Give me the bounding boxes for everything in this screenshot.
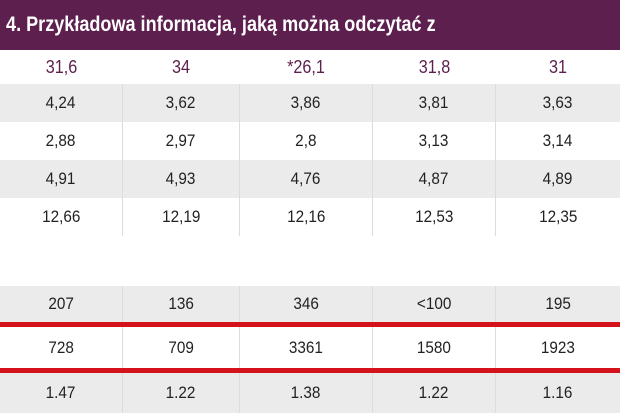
- table-cell: 195: [545, 294, 571, 313]
- table-cell: 3,62: [123, 84, 240, 122]
- table-cell: 12,19: [123, 198, 240, 236]
- table-cell: 2,8: [240, 122, 373, 160]
- highlight-line-top: [0, 322, 620, 327]
- table-cell: 3,14: [543, 131, 573, 150]
- table-cell: 709: [123, 327, 240, 368]
- table-cell: 346: [240, 286, 373, 322]
- table-cell: 1.38: [240, 373, 373, 413]
- table-cell: 3,63: [543, 93, 573, 112]
- header-cell: 31,8: [418, 57, 451, 77]
- table-row-6: 728 709 3361 1580 1923: [0, 327, 620, 368]
- table-cell: 12,53: [373, 198, 496, 236]
- table-cell: 4,91: [0, 160, 123, 198]
- table-cell: 4,87: [373, 160, 496, 198]
- header-cell: 31,6: [45, 57, 78, 77]
- table-cell: 4,76: [240, 160, 373, 198]
- highlight-line-bottom: [0, 368, 620, 373]
- table-cell: 728: [0, 327, 123, 368]
- table-cell: 3,86: [240, 84, 373, 122]
- table-cell: 1923: [540, 338, 576, 357]
- table-cell: 4,24: [0, 84, 123, 122]
- table-cell: 3,13: [373, 122, 496, 160]
- table-row: 12,66 12,19 12,16 12,53 12,35: [0, 198, 620, 236]
- table-title: n 4. Przykładowa informacja, jaką można …: [0, 13, 436, 36]
- table-cell: 3361: [240, 327, 373, 368]
- table-cell: 12,35: [538, 207, 578, 226]
- table-cell: 4,89: [543, 169, 573, 188]
- table-cell: 207: [0, 286, 123, 322]
- table-row-7: 1.47 1.22 1.38 1.22 1.16: [0, 373, 620, 413]
- table-row: 2,88 2,97 2,8 3,13 3,14: [0, 122, 620, 160]
- table-cell: 4,93: [123, 160, 240, 198]
- header-cell: 34: [172, 57, 191, 77]
- table-cell: 136: [123, 286, 240, 322]
- table-cell: 2,88: [0, 122, 123, 160]
- table-cell: <100: [373, 286, 496, 322]
- table-cell: 1.47: [0, 373, 123, 413]
- table-cell: 1.22: [123, 373, 240, 413]
- table-row: 4,91 4,93 4,76 4,87 4,89: [0, 160, 620, 198]
- table-cell: 1.16: [543, 383, 573, 402]
- header-row: 31,6 34 *26,1 31,8 31: [0, 50, 620, 84]
- table-cell: 3,81: [373, 84, 496, 122]
- table-cell: 1.22: [373, 373, 496, 413]
- table-cell: 2,97: [123, 122, 240, 160]
- table-cell: 12,16: [240, 198, 373, 236]
- table-cell: 1580: [373, 327, 496, 368]
- header-cell: 31: [548, 57, 568, 77]
- table-cell: 12,66: [0, 198, 123, 236]
- table-title-bar: n 4. Przykładowa informacja, jaką można …: [0, 0, 620, 50]
- header-cell: *26,1: [287, 57, 326, 77]
- table-row-5: 207 136 346 <100 195: [0, 286, 620, 322]
- table-row: 4,24 3,62 3,86 3,81 3,63: [0, 84, 620, 122]
